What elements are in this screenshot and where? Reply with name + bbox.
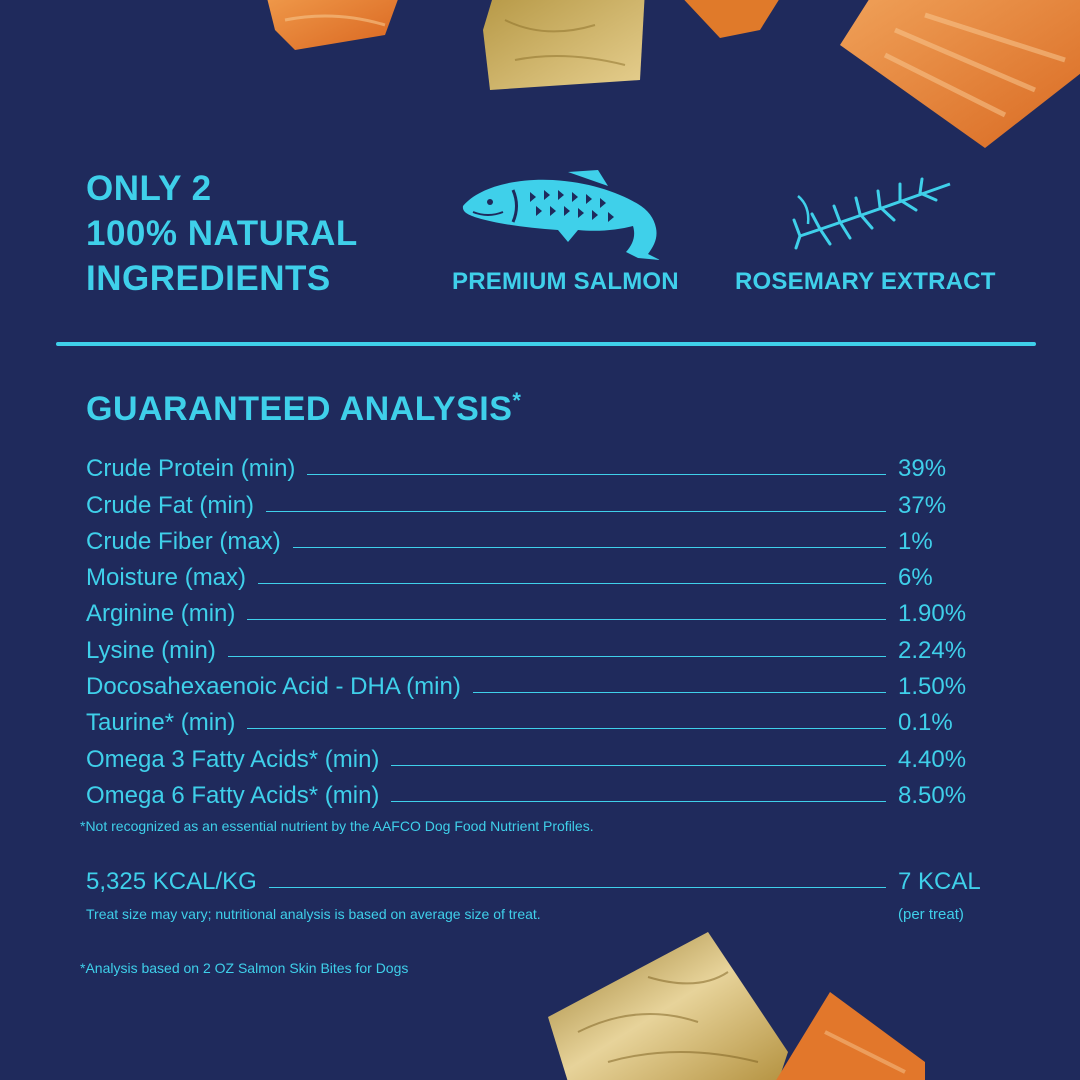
analysis-title: GUARANTEED ANALYSIS <box>86 390 513 428</box>
analysis-row: Taurine* (min) 0.1% <box>86 701 986 737</box>
nutrient-name: Crude Protein (min) <box>86 455 296 483</box>
nutrient-value: 1.50% <box>898 673 967 701</box>
nutrient-name: Crude Fat (min) <box>86 491 255 519</box>
salmon-treat-image-bottom-right <box>776 992 925 1080</box>
nutrient-name: Arginine (min) <box>86 600 236 628</box>
section-divider <box>56 342 1036 346</box>
nutrient-name: Taurine* (min) <box>86 709 236 737</box>
analysis-row: Omega 6 Fatty Acids* (min) 8.50% <box>86 774 986 810</box>
salmon-skin-image-top <box>483 0 645 90</box>
heading-line-1: ONLY 2 <box>86 169 212 208</box>
dotted-leader <box>268 887 886 888</box>
nutrient-value: 39% <box>898 455 947 483</box>
dotted-leader <box>266 510 886 512</box>
nutrient-name: Lysine (min) <box>86 636 216 664</box>
dotted-leader <box>472 692 886 694</box>
nutrient-name: Crude Fiber (max) <box>86 527 281 555</box>
analysis-table: Crude Protein (min) 39% Crude Fat (min) 37… <box>86 447 986 810</box>
analysis-row: Lysine (min) 2.24% <box>86 628 986 664</box>
dotted-leader <box>247 619 886 621</box>
analysis-row: Moisture (max) 6% <box>86 556 986 592</box>
analysis-row: Crude Fiber (max) 1% <box>86 520 986 556</box>
analysis-title-mark: * <box>512 388 522 413</box>
heading-line-3: INGREDIENTS <box>86 259 331 298</box>
salmon-skin-image-bottom <box>548 932 788 1080</box>
nutrient-name: Omega 3 Fatty Acids* (min) <box>86 745 380 773</box>
dotted-leader <box>292 546 886 548</box>
nutrient-value: 8.50% <box>898 781 967 809</box>
nutrient-name: Docosahexaenoic Acid - DHA (min) <box>86 673 461 701</box>
nutrient-value: 0.1% <box>898 709 953 737</box>
dotted-leader <box>391 800 886 802</box>
guaranteed-analysis-heading: GUARANTEED ANALYSIS* <box>86 388 522 429</box>
heading-line-2: 100% NATURAL <box>86 214 358 253</box>
kcal-per-kg: 5,325 KCAL/KG <box>86 868 257 895</box>
nutrient-value: 1.90% <box>898 600 967 628</box>
dotted-leader <box>391 764 886 766</box>
nutrient-value: 4.40% <box>898 745 967 773</box>
ingredient-label-rosemary: ROSEMARY EXTRACT <box>735 268 996 295</box>
nutrient-name: Moisture (max) <box>86 564 247 592</box>
nutrient-value: 37% <box>898 491 947 519</box>
per-treat-label: (per treat) <box>898 906 964 923</box>
dotted-leader <box>258 583 886 585</box>
nutrient-value: 6% <box>898 564 933 592</box>
salmon-icon <box>462 170 660 260</box>
nutrient-value: 1% <box>898 527 933 555</box>
natural-ingredients-heading: ONLY 2 100% NATURAL INGREDIENTS <box>86 166 358 301</box>
salmon-treat-image-top-right <box>840 0 1080 148</box>
analysis-row: Arginine (min) 1.90% <box>86 592 986 628</box>
dotted-leader <box>247 728 886 730</box>
calorie-row: 5,325 KCAL/KG 7 KCAL <box>86 868 986 896</box>
nutrient-name: Omega 6 Fatty Acids* (min) <box>86 781 380 809</box>
analysis-row: Crude Protein (min) 39% <box>86 447 986 483</box>
rosemary-icon <box>792 177 951 250</box>
treat-size-note: Treat size may vary; nutritional analysi… <box>86 906 541 922</box>
aafco-footnote: *Not recognized as an essential nutrient… <box>80 818 594 834</box>
analysis-row: Docosahexaenoic Acid - DHA (min) 1.50% <box>86 665 986 701</box>
salmon-treat-image-top-left <box>267 0 398 50</box>
ingredient-label-salmon: PREMIUM SALMON <box>452 268 679 295</box>
kcal-per-treat: 7 KCAL <box>898 868 981 895</box>
analysis-row: Omega 3 Fatty Acids* (min) 4.40% <box>86 737 986 773</box>
salmon-treat-image-top-mid <box>684 0 779 38</box>
nutrient-value: 2.24% <box>898 636 967 664</box>
analysis-row: Crude Fat (min) 37% <box>86 483 986 519</box>
dotted-leader <box>227 655 886 657</box>
dotted-leader <box>307 474 886 476</box>
analysis-basis-note: *Analysis based on 2 OZ Salmon Skin Bite… <box>80 960 409 976</box>
